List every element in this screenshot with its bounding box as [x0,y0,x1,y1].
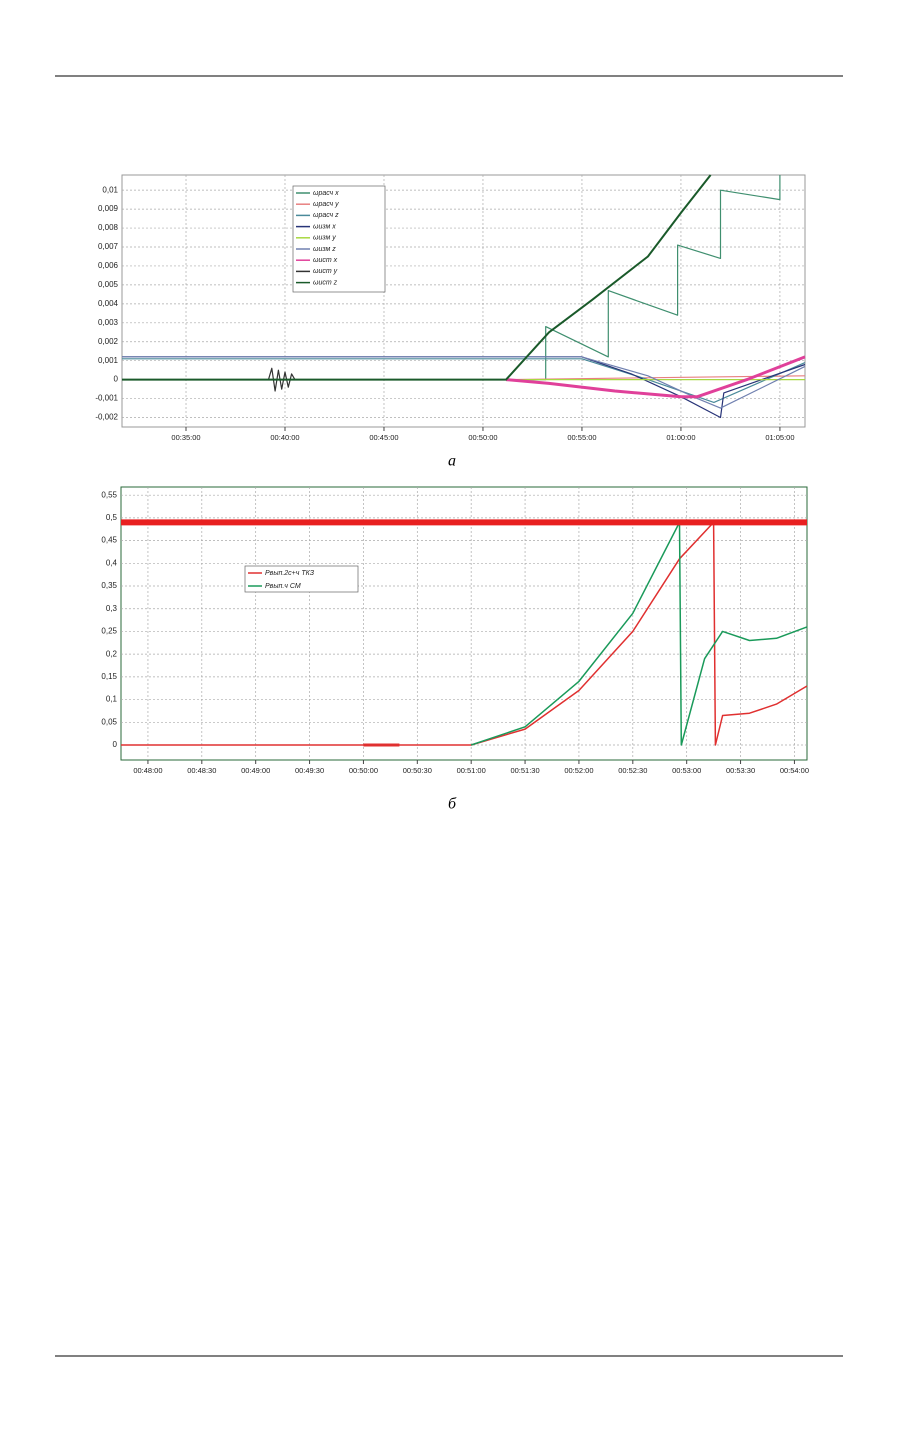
legend-box [292,185,386,293]
x-tick-label: 00:53:00 [672,766,701,775]
x-tick-label: 01:00:00 [666,433,695,442]
legend-label: ωизм z [313,246,336,253]
y-tick-label: 0,25 [101,627,117,636]
legend-box [244,565,359,593]
x-tick-label: 00:51:00 [457,766,486,775]
plot-area [120,486,808,761]
series-line [505,355,806,399]
x-tick-label: 00:50:30 [403,766,432,775]
y-tick-label: 0,15 [101,672,117,681]
y-tick-label: 0,004 [98,299,119,308]
legend-label: ωрасч x [313,190,339,197]
x-tick-label: 00:50:00 [468,433,497,442]
y-tick-label: 0,4 [106,558,118,567]
y-tick-label: -0,001 [95,394,118,403]
x-tick-label: 00:49:30 [295,766,324,775]
series-line [121,521,808,746]
y-tick-label: 0,001 [98,356,119,365]
y-tick-label: 0,006 [98,261,119,270]
legend-label: ωист y [313,268,338,275]
y-tick-label: -0,002 [95,413,118,422]
x-tick-label: 00:35:00 [171,433,200,442]
legend-label: ωизм x [313,223,336,230]
y-tick-label: 0,009 [98,204,119,213]
y-tick-label: 0,35 [101,581,117,590]
figure-label: а [448,453,456,470]
y-tick-label: 0,01 [102,185,118,194]
x-tick-label: 00:53:30 [726,766,755,775]
y-tick-label: 0,55 [101,490,117,499]
legend-label: ωист z [313,279,338,286]
y-tick-label: 0,05 [101,717,117,726]
series-line [470,521,808,746]
x-tick-label: 01:05:00 [765,433,794,442]
x-tick-label: 00:49:00 [241,766,270,775]
legend-label: ωрасч z [313,212,339,219]
y-tick-label: 0,005 [98,280,119,289]
plot-area [121,174,806,428]
x-tick-label: 00:55:00 [567,433,596,442]
y-tick-label: 0,007 [98,242,119,251]
legend-label: ωист x [313,257,338,264]
y-tick-label: 0,5 [106,513,118,522]
legend-label: Pвып.2с+ч ТКЗ [265,570,315,577]
y-tick-label: 0,008 [98,223,119,232]
y-tick-label: 0,1 [106,695,118,704]
x-tick-label: 00:48:00 [133,766,162,775]
series-line [122,356,806,409]
figure-label: б [448,796,457,813]
legend-label: ωрасч y [313,201,339,208]
x-tick-label: 00:48:30 [187,766,216,775]
x-tick-label: 00:45:00 [369,433,398,442]
series-line [122,174,712,381]
legend-label: ωизм y [313,235,336,242]
y-tick-label: 0 [114,375,119,384]
x-tick-label: 00:54:00 [780,766,809,775]
x-tick-label: 00:51:30 [510,766,539,775]
y-tick-label: 0,45 [101,536,117,545]
y-tick-label: 0 [113,740,118,749]
y-tick-label: 0,002 [98,337,119,346]
x-tick-label: 00:50:00 [349,766,378,775]
y-tick-label: 0,3 [106,604,118,613]
x-tick-label: 00:52:00 [564,766,593,775]
y-tick-label: 0,2 [106,649,118,658]
series-line [122,367,450,392]
legend-label: Pвып.ч СМ [265,583,301,590]
series-line [122,175,781,381]
y-tick-label: 0,003 [98,318,119,327]
x-tick-label: 00:40:00 [270,433,299,442]
x-tick-label: 00:52:30 [618,766,647,775]
